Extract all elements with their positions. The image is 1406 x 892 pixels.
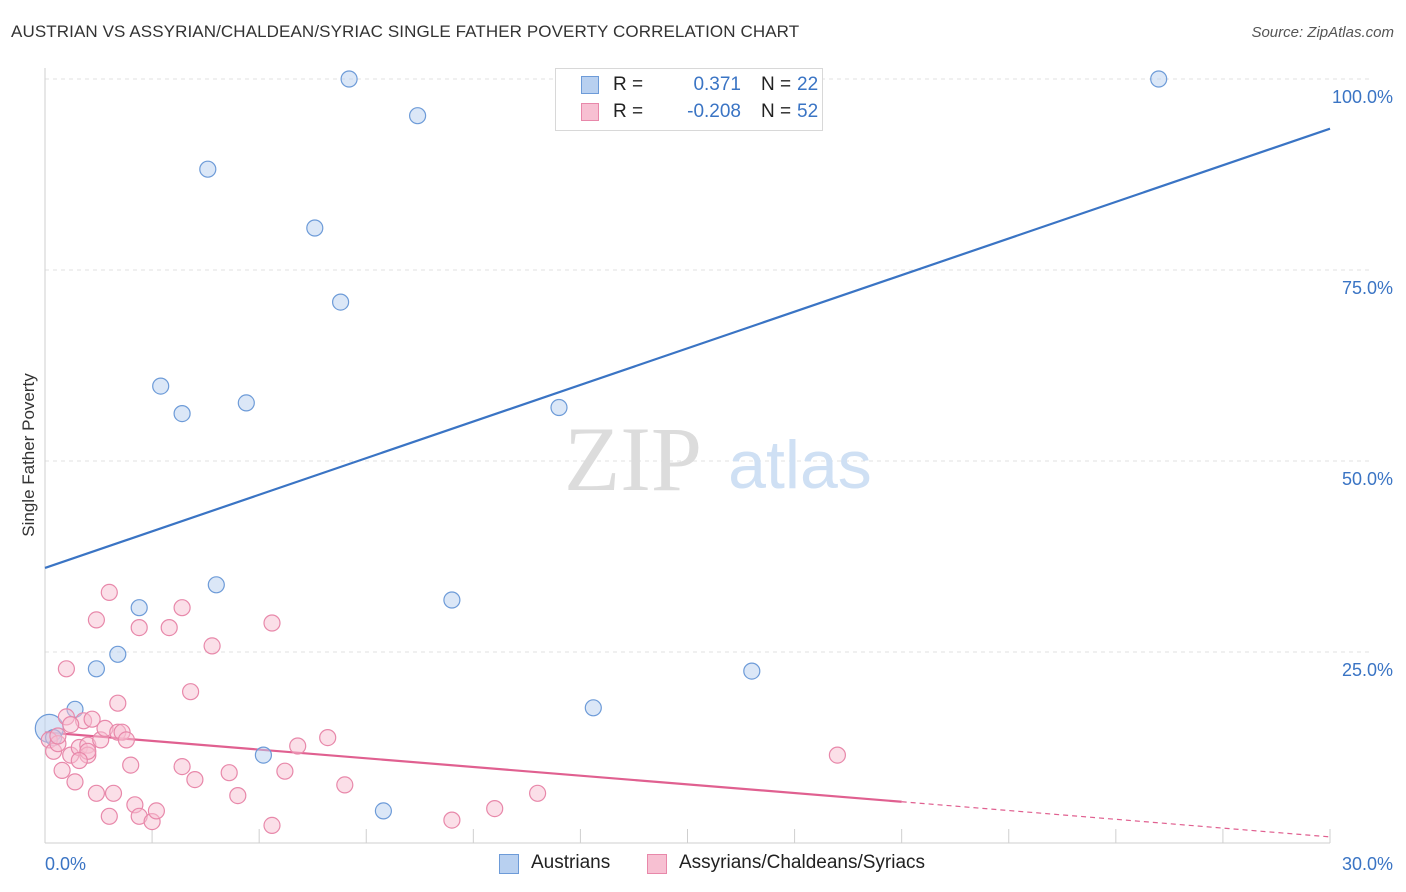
watermark-zip: ZIP bbox=[564, 408, 702, 510]
chart-title: AUSTRIAN VS ASSYRIAN/CHALDEAN/SYRIAC SIN… bbox=[11, 22, 800, 41]
point-assyrians bbox=[186, 770, 204, 789]
legend-n-value: 22 bbox=[797, 74, 819, 95]
point-assyrians bbox=[57, 660, 76, 678]
point-assyrians bbox=[130, 618, 148, 637]
point-assyrians bbox=[100, 807, 118, 825]
point-assyrians bbox=[229, 786, 247, 805]
legend-r-label: R = bbox=[613, 101, 644, 122]
point-assyrians bbox=[147, 802, 165, 820]
point-assyrians bbox=[486, 799, 504, 818]
legend-n-label: N = bbox=[761, 74, 792, 95]
point-assyrians bbox=[443, 811, 461, 829]
y-axis-label: Single Father Poverty bbox=[19, 373, 38, 537]
point-austrians bbox=[340, 70, 358, 88]
point-assyrians bbox=[117, 731, 136, 749]
point-austrians bbox=[173, 405, 191, 423]
point-assyrians bbox=[62, 715, 80, 734]
legend-swatch-pink bbox=[581, 103, 599, 121]
point-assyrians bbox=[182, 683, 200, 701]
point-austrians bbox=[207, 576, 225, 594]
point-assyrians bbox=[528, 784, 547, 802]
point-austrians bbox=[306, 219, 324, 237]
point-assyrians bbox=[220, 764, 238, 782]
point-austrians bbox=[87, 660, 106, 678]
point-austrians bbox=[374, 802, 392, 820]
trend-lines bbox=[44, 127, 1331, 838]
point-assyrians bbox=[66, 773, 84, 791]
data-points bbox=[34, 70, 1168, 835]
point-assyrians bbox=[100, 583, 118, 602]
point-austrians bbox=[584, 699, 602, 717]
point-austrians bbox=[237, 394, 255, 412]
legend-n-label: N = bbox=[761, 101, 792, 122]
point-assyrians bbox=[289, 737, 307, 755]
point-assyrians bbox=[336, 776, 354, 794]
point-austrians bbox=[109, 645, 127, 663]
trendline-austrians bbox=[44, 127, 1331, 570]
point-assyrians bbox=[104, 784, 123, 802]
y-tick-label: 100.0% bbox=[1332, 87, 1393, 107]
point-assyrians bbox=[83, 710, 101, 728]
grid-lines bbox=[45, 78, 1370, 653]
series-swatch-blue bbox=[499, 854, 519, 874]
legend-n-value: 52 bbox=[797, 101, 819, 122]
point-assyrians bbox=[70, 751, 88, 770]
point-assyrians bbox=[276, 762, 294, 780]
y-tick-label: 50.0% bbox=[1342, 469, 1393, 489]
point-assyrians bbox=[122, 756, 140, 774]
point-austrians bbox=[199, 160, 217, 178]
legend-r-value: 0.371 bbox=[693, 74, 741, 95]
point-assyrians bbox=[109, 694, 127, 712]
point-austrians bbox=[130, 599, 148, 617]
point-assyrians bbox=[173, 757, 191, 776]
series-label-austrians: Austrians bbox=[531, 852, 611, 873]
point-assyrians bbox=[828, 746, 847, 764]
legend-swatch-blue bbox=[581, 76, 599, 94]
point-austrians bbox=[152, 377, 170, 395]
point-austrians bbox=[443, 591, 461, 609]
axes bbox=[44, 68, 1331, 844]
x-tick-label: 0.0% bbox=[45, 854, 86, 874]
series-label-assyrians: Assyrians/Chaldeans/Syriacs bbox=[679, 852, 926, 873]
y-tick-label: 75.0% bbox=[1342, 278, 1393, 298]
legend-r-label: R = bbox=[613, 74, 644, 95]
series-legend: Austrians Assyrians/Chaldeans/Syriacs bbox=[0, 852, 1406, 878]
point-austrians bbox=[332, 293, 350, 311]
point-assyrians bbox=[87, 784, 106, 802]
point-assyrians bbox=[263, 614, 281, 632]
y-tick-label: 25.0% bbox=[1342, 660, 1393, 680]
point-austrians bbox=[743, 662, 761, 680]
source-credit: Source: ZipAtlas.com bbox=[1251, 24, 1394, 41]
point-assyrians bbox=[203, 637, 221, 655]
stats-legend: R = 0.371 N = 22 R = -0.208 N = 52 bbox=[555, 68, 823, 131]
point-assyrians bbox=[53, 761, 71, 780]
watermark: ZIP atlas bbox=[564, 408, 872, 510]
point-assyrians bbox=[173, 599, 191, 617]
tick-labels: 25.0% 50.0% 75.0% 100.0% 0.0% 30.0% bbox=[45, 87, 1393, 874]
point-austrians bbox=[254, 746, 272, 764]
legend-r-value: -0.208 bbox=[687, 101, 741, 122]
point-assyrians bbox=[87, 611, 106, 629]
series-swatch-pink bbox=[647, 854, 667, 874]
x-tick-label: 30.0% bbox=[1342, 854, 1393, 874]
watermark-atlas: atlas bbox=[728, 427, 872, 503]
point-assyrians bbox=[263, 816, 281, 835]
point-assyrians bbox=[160, 618, 178, 637]
trendline-assyrians bbox=[44, 731, 902, 803]
point-austrians bbox=[550, 398, 568, 417]
point-assyrians bbox=[319, 728, 337, 747]
point-austrians bbox=[409, 107, 427, 125]
point-austrians bbox=[1150, 70, 1168, 88]
point-assyrians bbox=[49, 727, 67, 745]
